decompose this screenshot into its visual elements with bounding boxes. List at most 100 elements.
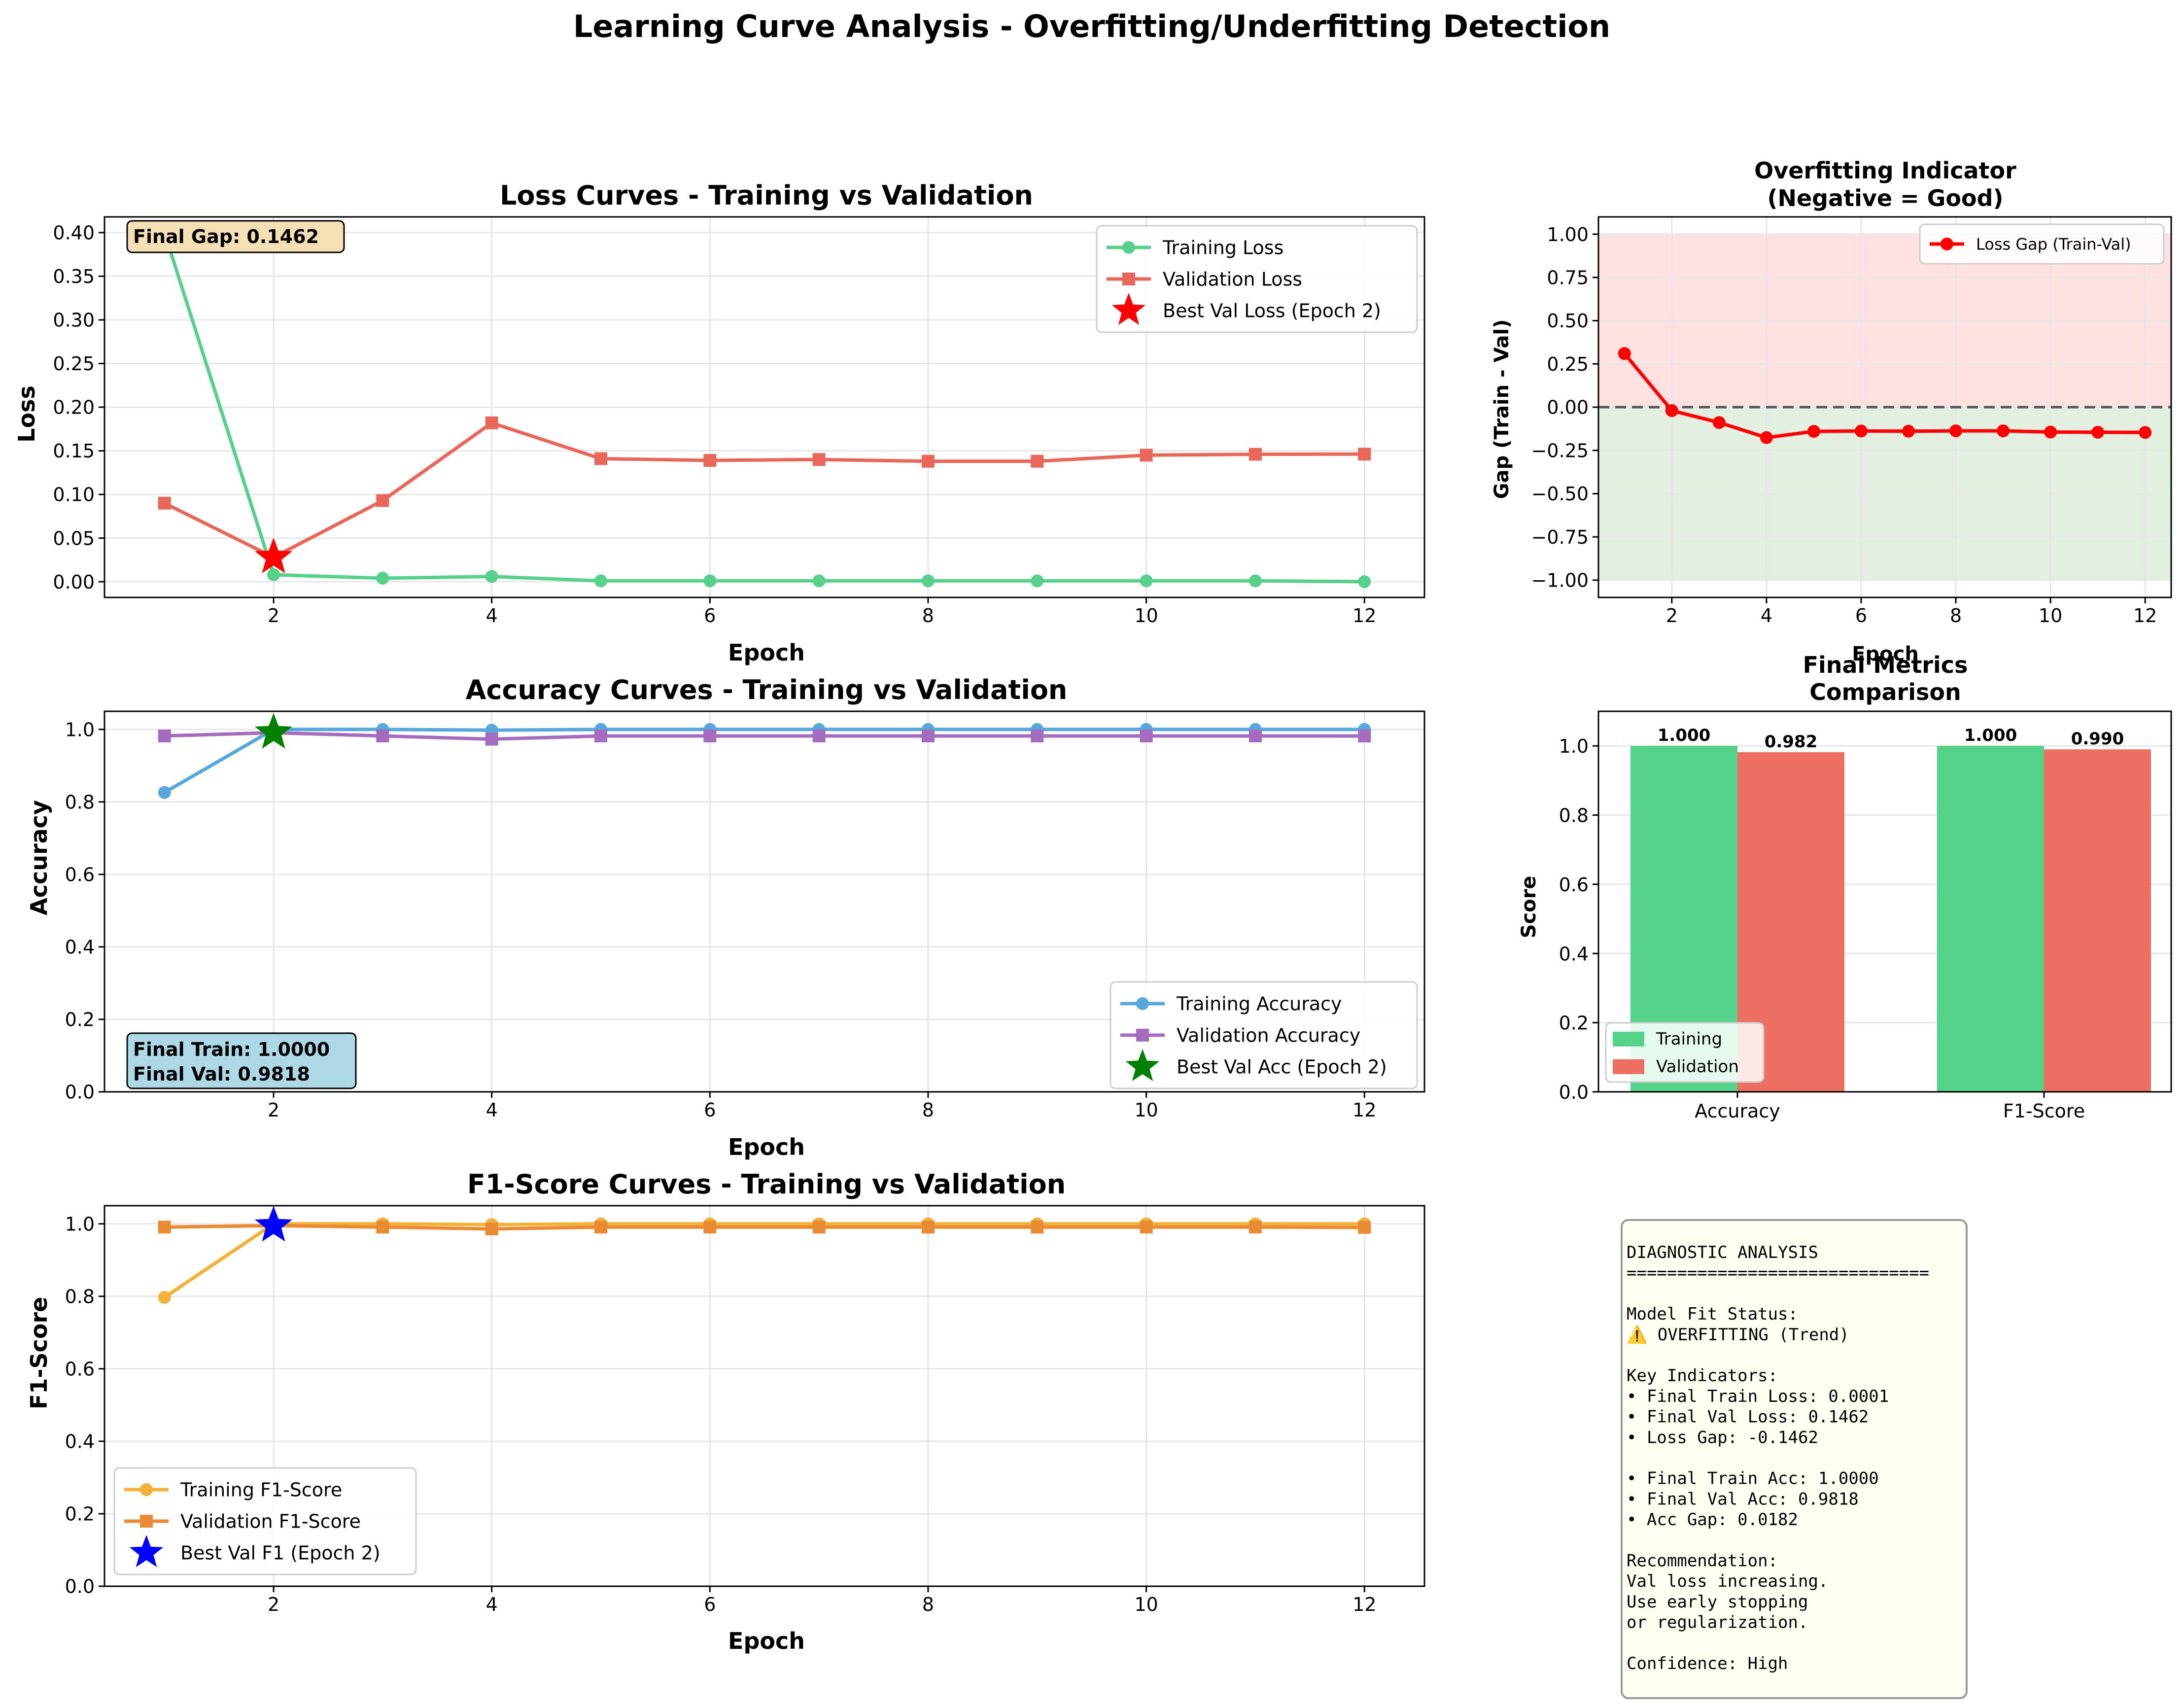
diagnostic-box-frame	[1621, 1219, 1968, 1699]
loss-chart-title: Loss Curves - Training vs Validation	[500, 180, 1033, 211]
bar-value-label: 1.000	[1964, 726, 2017, 745]
final-metrics-chart: Final Metrics Comparison Score 0.0 0.2 0.4…	[1518, 652, 2172, 1122]
f1-y-axis-label: F1-Score	[26, 1297, 52, 1409]
diagnostic-line: DIAGNOSTIC ANALYSIS	[1627, 1243, 1818, 1262]
gap-y-axis-label: Gap (Train - Val)	[1491, 319, 1513, 499]
loss-x-tick-label: 4	[486, 605, 498, 627]
gap-legend-label: Loss Gap (Train-Val)	[1976, 235, 2131, 254]
f1-chart-title: F1-Score Curves - Training vs Validation	[467, 1169, 1066, 1200]
acc-legend-frame	[1109, 981, 1418, 1089]
loss-point	[1031, 574, 1044, 588]
diagnostic-line: • Final Train Loss: 0.0001	[1627, 1387, 1889, 1406]
loss-y-tick-label: 0.05	[53, 527, 95, 549]
gap-point	[2044, 425, 2057, 439]
loss-point	[1031, 454, 1044, 468]
acc-point	[921, 729, 935, 742]
f1-point	[1248, 1220, 1262, 1234]
bars-legend-swatch	[1613, 1059, 1644, 1074]
loss-point	[703, 574, 717, 588]
acc-legend-label: Training Accuracy	[1176, 993, 1342, 1015]
loss-legend-label: Training Loss	[1162, 237, 1283, 259]
gap-point	[1902, 424, 1915, 438]
gap-y-tick-label: 0.25	[1547, 353, 1589, 375]
loss-gap-note: Final Gap: 0.1462	[133, 226, 319, 247]
diagnostic-analysis-box: DIAGNOSTIC ANALYSIS=====================…	[1621, 1219, 1968, 1699]
loss-x-tick-label: 8	[922, 605, 934, 627]
f1-y-tick-label: 0.4	[65, 1431, 95, 1453]
f1-x-tick-label: 4	[486, 1594, 498, 1615]
gap-point	[1618, 347, 1631, 360]
acc-point	[703, 729, 717, 742]
f1-point	[1031, 1220, 1044, 1234]
acc-x-tick-label: 10	[1134, 1099, 1158, 1121]
gap-x-tick-label: 6	[1855, 605, 1867, 627]
f1-point	[485, 1222, 498, 1236]
gap-x-axis-label: Epoch	[1852, 643, 1919, 665]
bars-y-tick-label: 0.4	[1559, 943, 1589, 965]
overfitting-indicator-chart: Overfitting Indicator (Negative = Good) …	[1491, 157, 2172, 665]
acc-point	[158, 786, 171, 799]
loss-chart: Loss Curves - Training vs Validation Epo…	[13, 180, 1425, 666]
acc-series-line-1	[164, 731, 1365, 741]
bars-y-tick-label: 0.6	[1559, 874, 1589, 896]
diagnostic-line: Key Indicators:	[1627, 1366, 1778, 1386]
acc-point	[376, 729, 389, 742]
acc-legend-marker	[1136, 1029, 1149, 1042]
loss-x-tick-label: 10	[1134, 605, 1158, 627]
diagnostic-line: • Final Val Loss: 0.1462	[1627, 1407, 1869, 1427]
gap-point	[2091, 425, 2105, 439]
acc-x-tick-label: 6	[704, 1099, 716, 1121]
diagnostic-line: Val loss increasing.	[1627, 1571, 1828, 1591]
diagnostic-line: Model Fit Status:	[1627, 1304, 1798, 1324]
diagnostic-line: Confidence: High	[1627, 1654, 1788, 1673]
gap-y-tick-label: 0.75	[1547, 267, 1589, 288]
loss-legend-label: Validation Loss	[1163, 269, 1302, 290]
acc-point	[1248, 729, 1262, 742]
bars-legend-label: Training	[1656, 1029, 1722, 1049]
f1-y-tick-label: 0.8	[65, 1286, 95, 1307]
bar-value-label: 0.990	[2071, 729, 2124, 749]
f1-point	[921, 1220, 935, 1234]
f1-y-tick-label: 0.0	[65, 1576, 95, 1598]
acc-best-star	[255, 713, 293, 749]
diagnostic-line: Recommendation:	[1627, 1551, 1778, 1571]
acc-series-line-0	[163, 728, 1365, 794]
loss-x-tick-label: 2	[268, 605, 279, 627]
f1-legend-star	[129, 1535, 164, 1568]
gap-legend-frame	[1919, 223, 2165, 265]
f1-legend-frame	[113, 1467, 417, 1575]
loss-gap-note-box	[126, 220, 345, 253]
bars-legend-swatch	[1613, 1032, 1644, 1046]
acc-legend-label: Best Val Acc (Epoch 2)	[1177, 1056, 1387, 1078]
bars-plot-frame	[1597, 710, 2172, 1093]
loss-y-tick-label: 0.00	[53, 571, 95, 593]
f1-series-line-1	[164, 1223, 1365, 1231]
gap-point	[1712, 416, 1726, 429]
acc-legend-label: Validation Accuracy	[1177, 1025, 1360, 1046]
f1-point	[703, 1220, 717, 1234]
bar-value-label: 1.000	[1658, 726, 1711, 745]
f1-x-axis-label: Epoch	[728, 1628, 805, 1654]
gap-x-tick-label: 10	[2039, 605, 2062, 627]
bars-y-tick-label: 1.0	[1559, 735, 1589, 757]
gap-chart-title-line2: (Negative = Good)	[1767, 185, 2003, 211]
gap-x-tick-label: 4	[1761, 605, 1772, 627]
f1-point	[1140, 1220, 1153, 1234]
f1-x-tick-label: 12	[1352, 1594, 1376, 1615]
f1-point	[376, 1220, 389, 1234]
accuracy-note-box	[126, 1032, 357, 1089]
acc-y-tick-label: 1.0	[65, 719, 95, 740]
loss-legend-marker	[1122, 241, 1135, 254]
gap-y-tick-label: 1.00	[1547, 224, 1589, 245]
loss-x-axis-label: Epoch	[728, 639, 805, 666]
bars-y-tick-label: 0.2	[1559, 1012, 1589, 1034]
loss-point	[812, 453, 826, 466]
bars-y-axis-label: Score	[1518, 876, 1540, 939]
f1-x-tick-label: 10	[1134, 1594, 1158, 1615]
f1-x-tick-label: 6	[704, 1594, 716, 1615]
gap-point	[1997, 424, 2010, 438]
acc-x-tick-label: 8	[922, 1099, 934, 1121]
figure-title: Learning Curve Analysis - Overfitting/Un…	[573, 8, 1610, 44]
f1-legend-marker	[140, 1483, 153, 1496]
acc-legend-marker	[1136, 997, 1149, 1010]
